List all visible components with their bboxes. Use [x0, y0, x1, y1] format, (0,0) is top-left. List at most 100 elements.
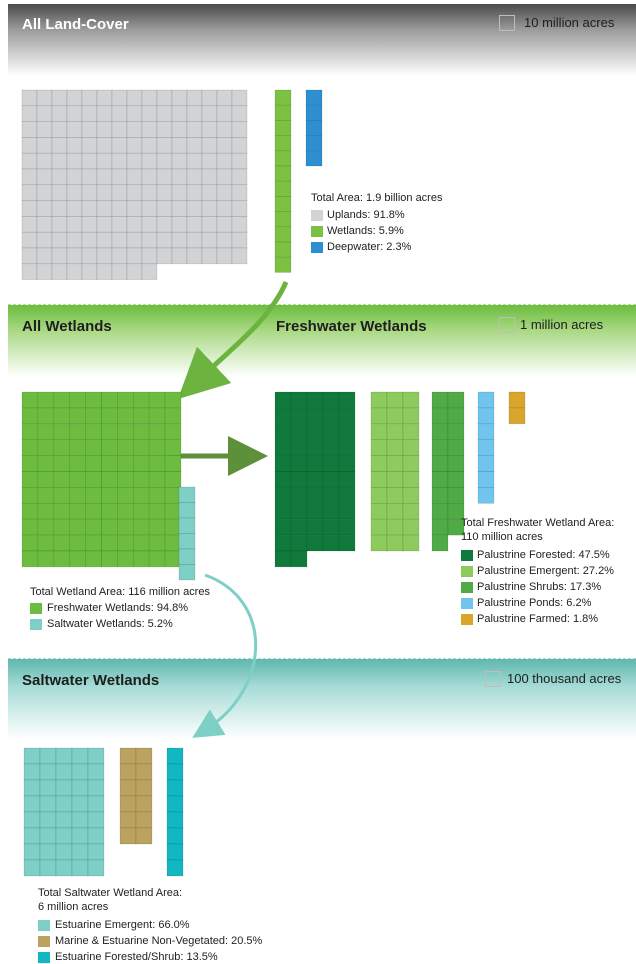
waffle-estuarine-emergent-cell [87, 859, 105, 877]
waffle-uplands-cell [111, 247, 128, 265]
waffle-palustrine-forested-cell [306, 487, 324, 504]
waffle-freshwater-cell [69, 439, 86, 456]
waffle-uplands-cell [96, 168, 113, 186]
waffle-freshwater-cell [101, 439, 118, 456]
waffle-palustrine-emergent-cell [386, 407, 404, 425]
waffle-uplands-cell [216, 168, 233, 186]
legend-label-palustrine-ponds: Palustrine Ponds: 6.2% [477, 597, 592, 609]
waffle-uplands-cell [36, 200, 53, 217]
waffle-uplands-cell [111, 231, 128, 249]
waffle-uplands-cell [216, 200, 233, 217]
waffle-freshwater-cell [37, 407, 55, 425]
waffle-uplands-cell [186, 137, 203, 154]
freshwater-scale-label: 1 million acres [520, 317, 604, 332]
legend-swatch-saltwater [30, 619, 42, 630]
waffle-freshwater-cell [37, 471, 55, 488]
waffle-palustrine-forested-cell [306, 439, 324, 456]
waffle-estuarine-emergent-cell [87, 779, 105, 797]
waffle-palustrine-emergent-cell [402, 534, 420, 552]
waffle-uplands-cell [231, 152, 248, 170]
waffle-uplands-cell [51, 231, 68, 249]
waffle-freshwater-cell [69, 550, 86, 568]
waffle-freshwater-cell [21, 518, 39, 536]
waffle-uplands-cell [96, 121, 113, 138]
waffle-saltwater-cell [178, 517, 196, 534]
waffle-palustrine-emergent-cell [370, 391, 388, 409]
waffle-freshwater-cell [164, 455, 182, 472]
waffle-uplands-cell [36, 121, 53, 138]
waffle-uplands-cell [111, 200, 128, 217]
waffle-freshwater-cell [85, 550, 102, 568]
waffle-uplands-cell [201, 231, 218, 249]
waffle-uplands-cell [156, 216, 173, 233]
waffle-estuarine-emergent-cell [87, 747, 105, 765]
waffle-palustrine-forested-cell [306, 455, 324, 472]
waffle-palustrine-emergent-cell [386, 534, 404, 552]
waffle-freshwater-cell [117, 439, 134, 456]
waffle-deepwater [305, 89, 323, 167]
legend-swatch-palustrine-farmed [461, 614, 473, 625]
waffle-palustrine-shrubs-cell [447, 439, 465, 456]
waffle-uplands-cell [186, 184, 203, 201]
waffle-estuarine-emergent-cell [23, 779, 41, 797]
waffle-palustrine-emergent-cell [402, 423, 420, 440]
waffle-estuarine-emergent-cell [23, 811, 41, 829]
waffle-uplands-cell [216, 184, 233, 201]
waffle-estuarine-forested-shrub-cell [166, 763, 184, 781]
waffle-uplands-cell [66, 216, 83, 233]
waffle-palustrine-shrubs [431, 391, 465, 552]
waffle-palustrine-shrubs-cell [447, 518, 465, 536]
freshwater-total-line2: 110 million acres [461, 531, 543, 543]
waffle-uplands-cell [201, 152, 218, 170]
waffle-palustrine-forested-cell [322, 407, 340, 425]
waffle-palustrine-shrubs-cell [431, 439, 449, 456]
waffle-marine-non-vegetated-cell [135, 827, 153, 845]
waffle-freshwater-cell [37, 518, 55, 536]
waffle-marine-non-vegetated-cell [135, 763, 153, 781]
waffle-uplands-cell [126, 184, 143, 201]
waffle-uplands-cell [81, 121, 98, 138]
waffle-uplands-cell [111, 105, 128, 122]
waffle-palustrine-forested-cell [290, 407, 308, 425]
waffle-palustrine-emergent-cell [370, 471, 388, 488]
waffle-marine-non-vegetated-cell [119, 763, 137, 781]
waffle-freshwater-cell [69, 423, 86, 440]
waffle-uplands-cell [186, 152, 203, 170]
waffle-freshwater-cell [69, 471, 86, 488]
waffle-wetlands-cell [274, 165, 292, 182]
waffle-palustrine-shrubs-cell [431, 391, 449, 409]
waffle-uplands-cell [81, 263, 98, 280]
waffle-uplands-cell [21, 247, 38, 265]
waffle-freshwater-cell [53, 487, 70, 504]
waffle-estuarine-emergent-cell [71, 747, 89, 765]
waffle-uplands-cell [186, 216, 203, 233]
waffle-uplands-cell [36, 89, 53, 107]
legend-label-freshwater: Freshwater Wetlands: 94.8% [47, 602, 189, 614]
waffle-wetlands [274, 89, 292, 273]
waffle-freshwater-cell [21, 550, 39, 568]
waffle-saltwater-cell [178, 502, 196, 519]
waffle-freshwater-cell [148, 455, 166, 472]
waffle-uplands-cell [156, 137, 173, 154]
waffle-uplands-cell [81, 184, 98, 201]
waffle-freshwater-cell [37, 534, 55, 552]
waffle-palustrine-forested-cell [306, 534, 324, 552]
waffle-estuarine-forested-shrub-cell [166, 811, 184, 829]
waffle-freshwater-cell [148, 550, 166, 568]
waffle-palustrine-ponds-cell [477, 471, 495, 488]
waffle-freshwater-cell [69, 487, 86, 504]
waffle-uplands-cell [186, 105, 203, 122]
waffle-uplands-cell [156, 231, 173, 249]
waffle-estuarine-emergent-cell [87, 763, 105, 781]
waffle-freshwater-cell [69, 502, 86, 520]
waffle-uplands-cell [51, 200, 68, 217]
waffle-palustrine-emergent-cell [370, 407, 388, 425]
waffle-deepwater-cell [305, 89, 323, 106]
waffle-estuarine-forested-shrub-cell [166, 843, 184, 861]
waffle-estuarine-emergent-cell [23, 859, 41, 877]
waffle-wetlands-cell [274, 104, 292, 121]
waffle-freshwater-cell [85, 391, 102, 409]
waffle-estuarine-emergent-cell [87, 795, 105, 813]
waffle-freshwater-cell [101, 391, 118, 409]
waffle-uplands-cell [186, 89, 203, 107]
